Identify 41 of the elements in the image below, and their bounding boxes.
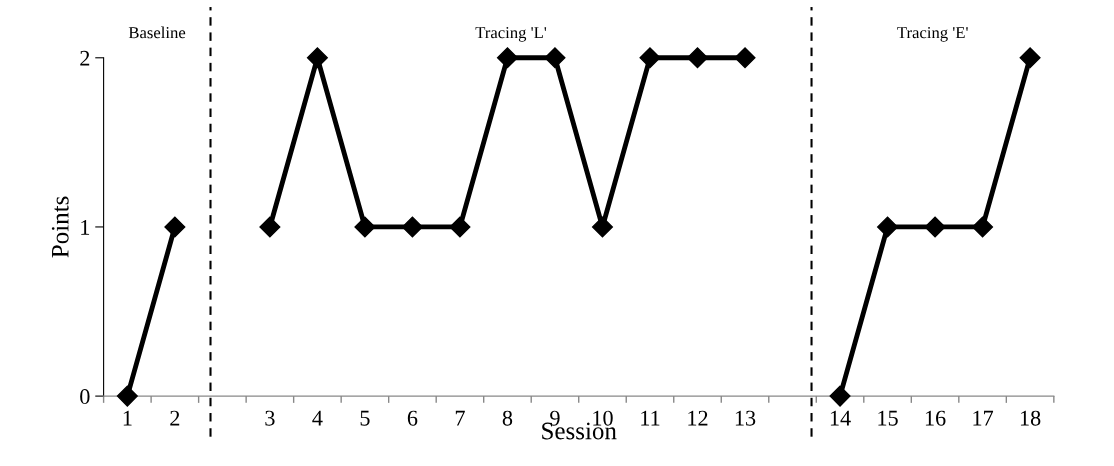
x-tick-label: 7 <box>455 410 465 426</box>
point <box>544 47 566 69</box>
point <box>829 385 851 407</box>
x-tick-label: 1 <box>123 410 132 426</box>
x-tick-label: 16 <box>925 410 946 426</box>
point <box>354 216 376 238</box>
y-tick-label: 0 <box>80 389 90 405</box>
point <box>591 216 613 238</box>
x-tick-label: 14 <box>830 410 851 426</box>
y-tick-label: 2 <box>80 50 90 66</box>
point <box>164 216 186 238</box>
x-tick-label: 11 <box>641 410 660 426</box>
x-tick-label: 3 <box>265 410 275 426</box>
point <box>306 47 328 69</box>
x-tick-label: 17 <box>973 410 994 426</box>
point <box>449 216 471 238</box>
x-tick-label: 15 <box>878 410 898 426</box>
x-tick-label: 5 <box>360 410 370 426</box>
point <box>734 47 756 69</box>
point <box>972 216 994 238</box>
x-tick-label: 6 <box>407 410 418 426</box>
point <box>924 216 946 238</box>
point <box>496 47 518 69</box>
x-tick-label: 18 <box>1020 410 1041 426</box>
text: Tracing 'L' <box>475 27 547 42</box>
y-axis-title: Points <box>51 196 69 258</box>
text: Baseline <box>128 26 186 39</box>
point <box>259 216 281 238</box>
text: Tracing 'E' <box>897 27 968 42</box>
x-tick-label: 2 <box>170 410 180 426</box>
point <box>116 385 138 407</box>
x-tick-label: 8 <box>502 410 513 426</box>
point <box>877 216 899 238</box>
x-tick-label: 4 <box>312 410 323 426</box>
y-tick-label: 1 <box>81 219 90 235</box>
point <box>639 47 661 69</box>
point <box>1019 47 1041 69</box>
point <box>686 47 709 69</box>
x-tick-label: 12 <box>688 410 708 426</box>
x-tick-label: 13 <box>735 410 756 426</box>
point <box>401 216 423 238</box>
